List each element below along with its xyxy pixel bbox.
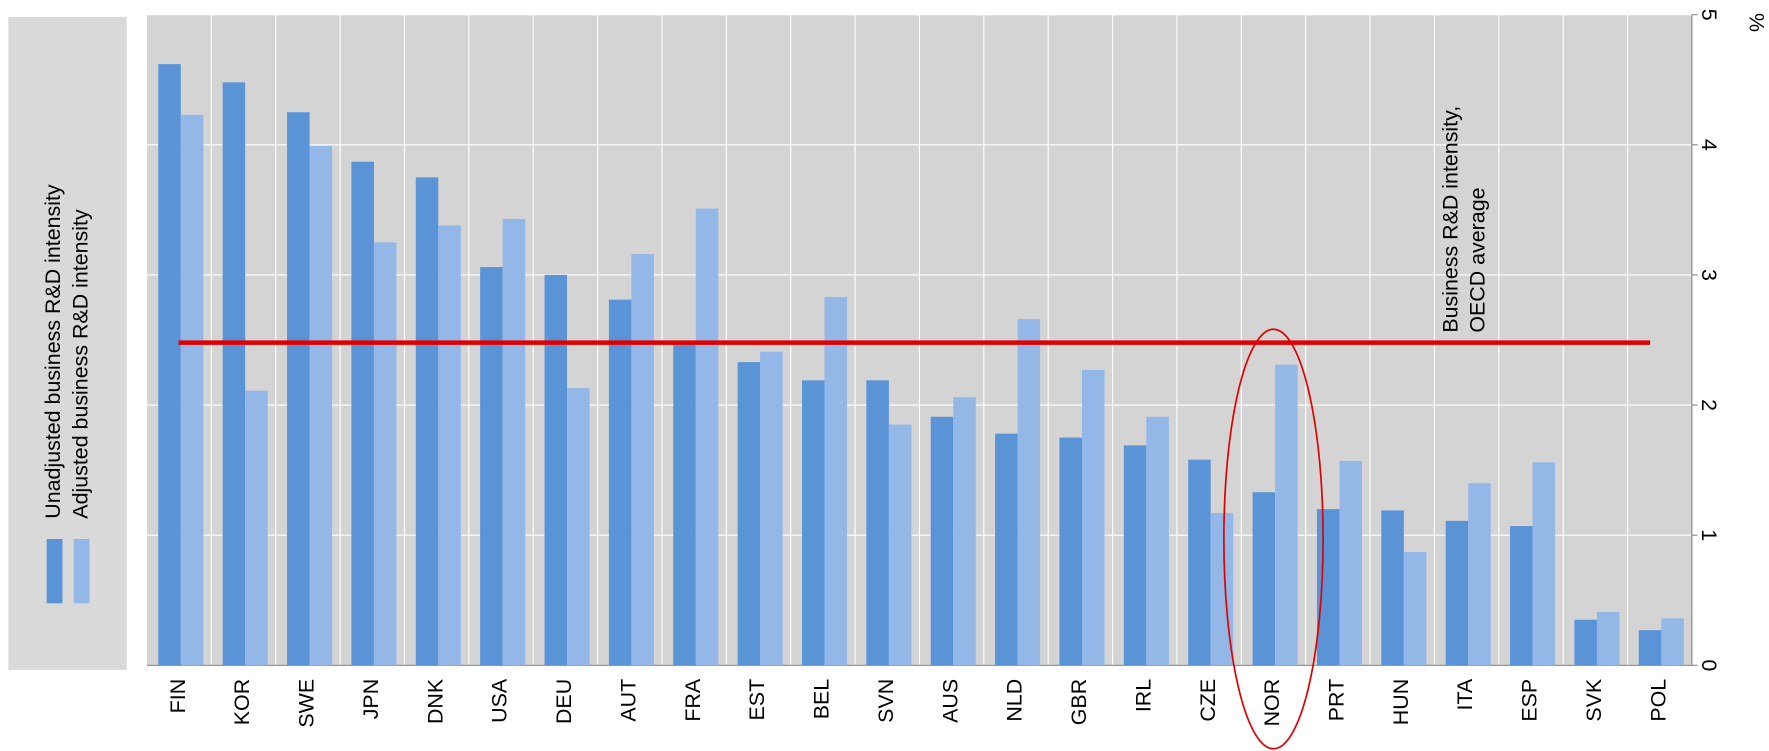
bar <box>351 161 374 666</box>
x-tick-label: AUT <box>616 679 640 722</box>
bar <box>567 388 590 666</box>
bar <box>824 297 848 666</box>
bar <box>480 267 503 666</box>
bar <box>1661 618 1684 666</box>
x-tick-label: SVN <box>874 679 898 723</box>
bar <box>415 177 439 666</box>
bar <box>1638 630 1662 666</box>
x-tick-label: SWE <box>295 679 319 728</box>
bar <box>995 433 1018 666</box>
bar <box>544 274 568 666</box>
bar <box>287 112 310 666</box>
bar <box>760 351 783 666</box>
bar <box>1146 416 1169 666</box>
x-tick-label: BEL <box>810 679 834 720</box>
y-tick-label: 3 <box>1697 269 1721 281</box>
bar <box>309 146 333 666</box>
x-tick-label: SVK <box>1582 678 1606 722</box>
bar <box>158 64 181 666</box>
bar <box>373 242 397 666</box>
x-tick-label: ESP <box>1518 679 1542 722</box>
bar <box>1188 459 1211 666</box>
x-tick-label: IRL <box>1131 679 1155 712</box>
bar <box>222 82 246 666</box>
x-tick-label: HUN <box>1389 679 1413 725</box>
legend-box <box>8 16 127 670</box>
x-tick-label: EST <box>745 679 769 721</box>
bar <box>1316 509 1340 666</box>
bar <box>1445 520 1469 666</box>
bar <box>1403 552 1427 666</box>
y-tick-label: 0 <box>1697 659 1721 671</box>
bar <box>438 225 461 666</box>
bar <box>1123 445 1147 666</box>
bar <box>953 397 976 666</box>
y-unit: % <box>1744 13 1768 32</box>
bar <box>502 218 526 666</box>
bar <box>608 299 632 666</box>
y-tick-label: 1 <box>1697 529 1721 541</box>
bar <box>695 208 719 666</box>
bar <box>888 424 912 666</box>
bar <box>1510 526 1533 666</box>
bar <box>673 343 696 666</box>
x-tick-label: NOR <box>1260 679 1284 727</box>
annotation: OECD average <box>1465 187 1489 332</box>
y-tick-label: 2 <box>1697 399 1721 411</box>
x-tick-label: POL <box>1646 679 1670 722</box>
x-tick-label: USA <box>488 678 512 723</box>
x-tick-label: CZE <box>1196 679 1220 722</box>
bar <box>1339 460 1362 666</box>
x-tick-label: NLD <box>1003 679 1027 722</box>
x-tick-label: JPN <box>359 679 383 719</box>
bar <box>866 380 889 666</box>
legend-swatch <box>73 539 90 604</box>
x-tick-label: AUS <box>938 679 962 723</box>
bar <box>180 114 204 666</box>
bar <box>930 416 954 666</box>
highlight-ellipse <box>1223 328 1324 750</box>
bar <box>1017 319 1041 666</box>
bar <box>245 390 268 666</box>
bar <box>1381 510 1404 666</box>
bar <box>801 380 825 666</box>
x-tick-label: GBR <box>1067 679 1091 725</box>
bar <box>1252 492 1276 666</box>
x-tick-label: ITA <box>1453 678 1477 710</box>
y-tick-label: 5 <box>1697 9 1721 21</box>
bar <box>1059 437 1082 666</box>
bar <box>1596 611 1620 666</box>
bar <box>1532 462 1556 666</box>
bar <box>631 254 654 666</box>
y-tick-label: 4 <box>1697 139 1721 151</box>
legend-label: Unadjusted business R&D intensity <box>41 184 65 519</box>
legend-swatch <box>46 539 63 604</box>
x-tick-label: KOR <box>230 679 254 725</box>
x-tick-label: DNK <box>423 678 447 724</box>
x-tick-label: DEU <box>552 679 576 724</box>
bar <box>737 362 761 666</box>
bar <box>1574 619 1597 666</box>
x-tick-label: PRT <box>1325 679 1349 721</box>
bar <box>1081 369 1105 666</box>
bar <box>1275 364 1298 666</box>
x-tick-label: FRA <box>681 678 705 722</box>
x-tick-label: FIN <box>166 679 190 713</box>
annotation: Business R&D intensity, <box>1438 106 1462 333</box>
bar <box>1468 483 1491 666</box>
legend-label: Adjusted business R&D intensity <box>68 209 92 519</box>
